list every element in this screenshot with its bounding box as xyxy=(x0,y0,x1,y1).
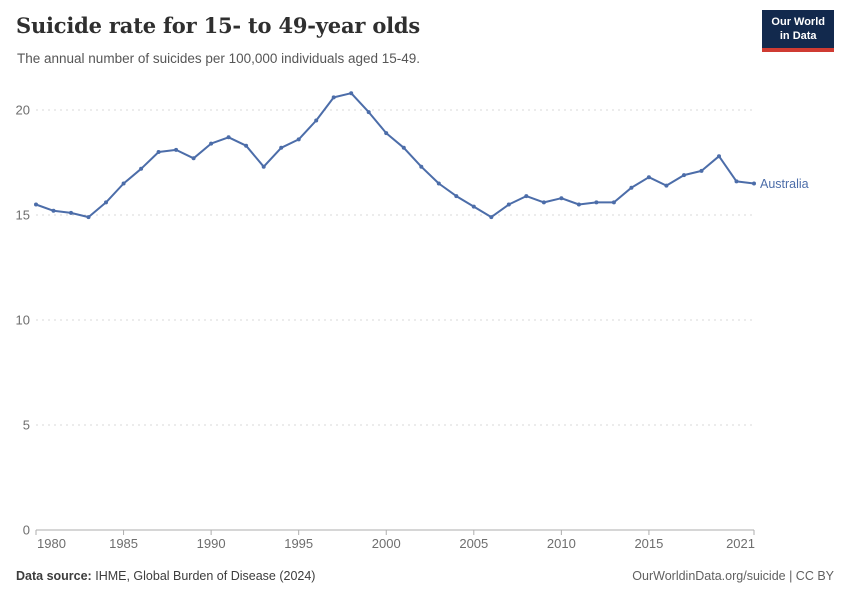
data-point[interactable] xyxy=(664,183,669,188)
x-tick-label: 1985 xyxy=(109,536,138,551)
data-point[interactable] xyxy=(524,194,529,199)
data-point[interactable] xyxy=(611,200,616,205)
y-tick-label: 20 xyxy=(16,103,30,118)
data-point[interactable] xyxy=(752,181,756,186)
data-point[interactable] xyxy=(69,210,73,215)
series-label-australia: Australia xyxy=(760,177,809,191)
owid-logo-line2: in Data xyxy=(779,30,817,43)
data-source-value: IHME, Global Burden of Disease (2024) xyxy=(95,569,316,583)
data-point[interactable] xyxy=(104,200,108,205)
data-point[interactable] xyxy=(454,194,459,199)
data-point[interactable] xyxy=(244,143,249,148)
x-tick-label: 2015 xyxy=(634,536,663,551)
data-point[interactable] xyxy=(717,154,721,159)
data-source-label: Data source: xyxy=(16,569,92,583)
data-point[interactable] xyxy=(506,202,511,207)
data-point[interactable] xyxy=(296,137,301,142)
data-point[interactable] xyxy=(191,156,196,161)
data-point[interactable] xyxy=(384,131,389,136)
data-point[interactable] xyxy=(401,145,406,150)
data-point[interactable] xyxy=(699,168,704,173)
data-point[interactable] xyxy=(121,181,126,186)
page-subtitle: The annual number of suicides per 100,00… xyxy=(17,51,421,66)
owid-logo: Our World in Data xyxy=(762,10,834,52)
x-tick-label: 2000 xyxy=(372,536,401,551)
credit-link[interactable]: OurWorldinData.org/suicide | CC BY xyxy=(632,569,834,583)
data-point[interactable] xyxy=(34,202,38,207)
y-tick-label: 10 xyxy=(16,313,30,328)
data-point[interactable] xyxy=(436,181,441,186)
data-point[interactable] xyxy=(174,147,179,152)
data-point[interactable] xyxy=(349,91,354,96)
data-point[interactable] xyxy=(559,196,564,201)
data-point[interactable] xyxy=(209,141,214,146)
x-tick-label: 2005 xyxy=(459,536,488,551)
page-title: Suicide rate for 15- to 49-year olds xyxy=(16,13,421,38)
data-point[interactable] xyxy=(489,215,494,220)
data-point[interactable] xyxy=(366,110,371,115)
data-point[interactable] xyxy=(646,175,651,180)
data-point[interactable] xyxy=(261,164,266,169)
data-point[interactable] xyxy=(226,135,231,140)
data-point[interactable] xyxy=(734,179,739,184)
data-point[interactable] xyxy=(139,166,144,171)
x-tick-label: 1995 xyxy=(284,536,313,551)
data-point[interactable] xyxy=(314,118,319,123)
y-tick-label: 15 xyxy=(16,208,30,223)
data-point[interactable] xyxy=(51,208,56,213)
data-point[interactable] xyxy=(156,150,161,154)
y-tick-label: 0 xyxy=(23,523,30,538)
data-point[interactable] xyxy=(629,185,634,190)
x-tick-label: 1990 xyxy=(197,536,226,551)
data-point[interactable] xyxy=(541,200,546,205)
owid-logo-line1: Our World xyxy=(771,16,825,28)
x-tick-label: 2021 xyxy=(726,536,755,551)
data-point[interactable] xyxy=(86,215,91,220)
data-point[interactable] xyxy=(419,164,424,169)
data-point[interactable] xyxy=(594,200,599,205)
data-point[interactable] xyxy=(331,95,336,100)
x-tick-label: 1980 xyxy=(37,536,66,551)
data-point[interactable] xyxy=(576,202,581,207)
data-point[interactable] xyxy=(471,204,476,209)
y-tick-label: 5 xyxy=(23,418,30,433)
data-point[interactable] xyxy=(682,173,686,178)
x-tick-label: 2010 xyxy=(547,536,576,551)
data-source-note: Data source: IHME, Global Burden of Dise… xyxy=(16,569,315,583)
series-line-australia[interactable] xyxy=(35,92,755,219)
data-point[interactable] xyxy=(279,145,284,150)
